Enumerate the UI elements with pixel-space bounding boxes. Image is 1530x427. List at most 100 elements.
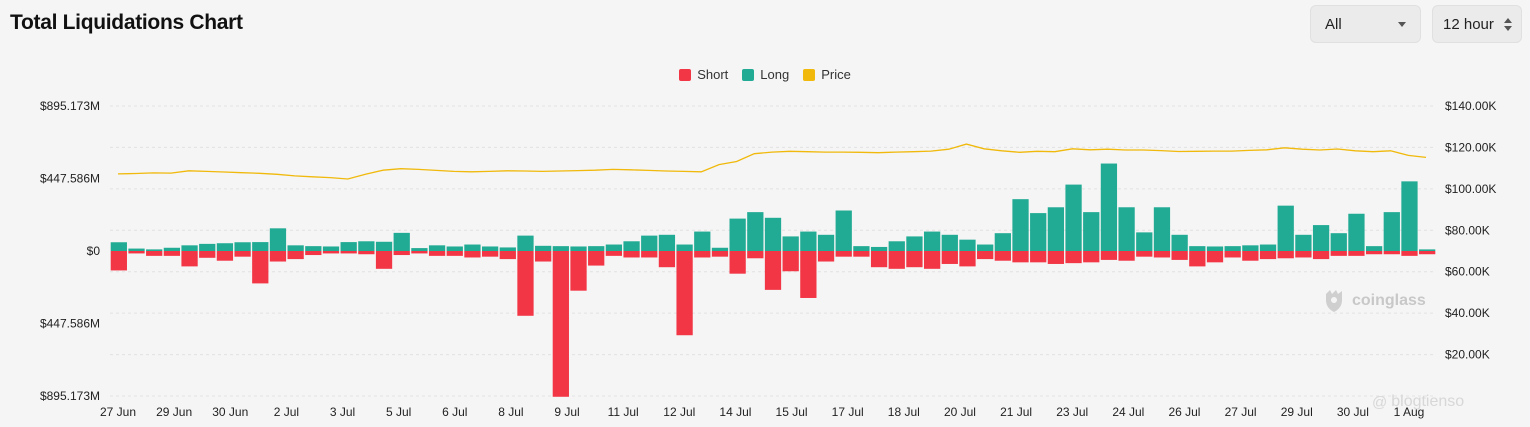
long-bar bbox=[146, 249, 163, 251]
short-bar bbox=[676, 251, 693, 336]
long-bar bbox=[1259, 244, 1277, 251]
short-bar bbox=[1030, 251, 1047, 263]
right-axis-tick-label: $60.00K bbox=[1445, 265, 1490, 279]
long-bar bbox=[464, 244, 481, 251]
interval-select[interactable]: 12 hour bbox=[1432, 5, 1522, 43]
short-bar bbox=[1083, 251, 1100, 263]
x-axis-tick-label: 27 Jun bbox=[100, 405, 136, 419]
short-bar bbox=[375, 251, 393, 269]
short-bar bbox=[1224, 251, 1241, 258]
long-bar bbox=[1312, 225, 1330, 251]
long-bar bbox=[269, 228, 287, 251]
short-bar bbox=[128, 251, 145, 254]
price-line bbox=[117, 143, 1427, 180]
short-bar bbox=[870, 251, 888, 268]
legend-item-short[interactable]: Short bbox=[679, 67, 728, 82]
long-bar bbox=[393, 232, 410, 251]
short-bar bbox=[694, 251, 711, 258]
coinglass-watermark: coinglass bbox=[1322, 288, 1426, 314]
x-axis-tick-label: 6 Jul bbox=[442, 405, 467, 419]
legend-item-price[interactable]: Price bbox=[803, 67, 851, 82]
long-bar bbox=[923, 231, 941, 251]
long-bar bbox=[181, 245, 198, 251]
long-bar bbox=[870, 246, 888, 251]
short-bar bbox=[146, 251, 163, 256]
short-bar bbox=[711, 251, 729, 257]
long-bar bbox=[1365, 246, 1383, 251]
coin-select[interactable]: All bbox=[1310, 5, 1421, 43]
short-bar bbox=[782, 251, 799, 272]
left-axis-tick-label: $895.173M bbox=[40, 389, 100, 403]
short-bar bbox=[1171, 251, 1188, 260]
short-bar bbox=[1383, 251, 1400, 255]
long-bar bbox=[1012, 199, 1029, 251]
short-bar bbox=[747, 251, 764, 259]
long-bar bbox=[128, 248, 145, 251]
long-bar bbox=[1030, 213, 1047, 251]
short-bar bbox=[1189, 251, 1206, 267]
short-bar bbox=[269, 251, 287, 262]
long-bar bbox=[234, 242, 251, 251]
long-bar bbox=[729, 218, 746, 251]
short-bar bbox=[305, 251, 322, 256]
long-bar bbox=[340, 242, 357, 251]
x-axis-tick-label: 29 Jun bbox=[156, 405, 192, 419]
short-bar bbox=[941, 251, 958, 264]
interval-select-value: 12 hour bbox=[1443, 15, 1494, 33]
long-bar bbox=[994, 233, 1011, 251]
legend-label-short: Short bbox=[697, 67, 729, 82]
short-bar bbox=[1259, 251, 1277, 260]
left-axis-tick-label: $447.586M bbox=[40, 317, 100, 331]
long-bar bbox=[641, 235, 658, 251]
long-bar bbox=[499, 247, 516, 251]
long-bar bbox=[1330, 233, 1347, 251]
right-axis-tick-label: $80.00K bbox=[1445, 223, 1490, 237]
page-title: Total Liquidations Chart bbox=[10, 11, 243, 34]
up-down-arrows-icon bbox=[1504, 18, 1512, 32]
x-axis-tick-label: 8 Jul bbox=[498, 405, 523, 419]
right-axis-tick-label: $120.00K bbox=[1445, 140, 1496, 154]
long-bar bbox=[1118, 207, 1135, 251]
long-bar bbox=[517, 235, 534, 251]
x-axis-tick-label: 18 Jul bbox=[888, 405, 920, 419]
short-bar bbox=[446, 251, 463, 256]
x-axis-tick-label: 3 Jul bbox=[330, 405, 355, 419]
short-bar bbox=[1136, 251, 1153, 257]
short-bar bbox=[216, 251, 234, 261]
long-bar bbox=[835, 210, 852, 251]
short-bar bbox=[1419, 251, 1436, 255]
left-axis-tick-label: $447.586M bbox=[40, 172, 100, 186]
short-bar bbox=[411, 251, 428, 254]
short-bar bbox=[1330, 251, 1347, 256]
long-bar bbox=[941, 234, 958, 251]
long-bar bbox=[252, 242, 269, 251]
long-bar bbox=[977, 244, 994, 251]
short-bar bbox=[658, 251, 676, 268]
long-bar bbox=[1136, 232, 1153, 251]
short-bar bbox=[853, 251, 870, 257]
long-bar bbox=[358, 241, 375, 251]
long-bar bbox=[552, 246, 569, 251]
short-bar bbox=[1242, 251, 1259, 261]
short-bar bbox=[1100, 251, 1118, 260]
legend-item-long[interactable]: Long bbox=[742, 67, 789, 82]
short-bar bbox=[605, 251, 623, 256]
long-bar bbox=[711, 247, 729, 251]
short-bar bbox=[1065, 251, 1082, 264]
long-bar bbox=[375, 241, 393, 251]
x-axis-tick-label: 9 Jul bbox=[554, 405, 579, 419]
short-bar bbox=[181, 251, 198, 267]
long-bar bbox=[481, 246, 499, 251]
long-bar bbox=[1295, 234, 1312, 251]
long-bar bbox=[1206, 246, 1224, 251]
long-bar bbox=[322, 246, 340, 251]
short-bar bbox=[464, 251, 481, 258]
short-bar bbox=[322, 251, 340, 254]
legend-label-long: Long bbox=[760, 67, 790, 82]
long-bar bbox=[800, 231, 817, 251]
x-axis-tick-label: 26 Jul bbox=[1168, 405, 1200, 419]
x-axis-tick-label: 11 Jul bbox=[608, 405, 639, 419]
short-bar bbox=[481, 251, 499, 257]
short-bar bbox=[1153, 251, 1171, 258]
